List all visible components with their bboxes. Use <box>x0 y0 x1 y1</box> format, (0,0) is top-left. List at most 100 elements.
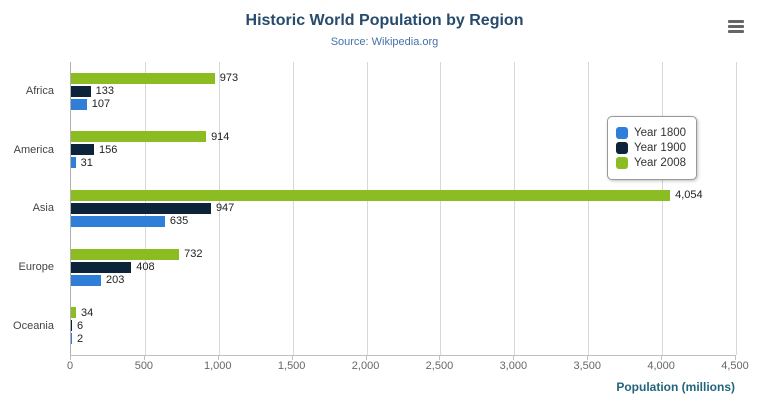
bar-asia-year-2008[interactable] <box>71 189 671 201</box>
tick-mark <box>143 355 145 360</box>
tick-mark <box>439 355 441 360</box>
legend-item-year-1800[interactable]: Year 1800 <box>616 127 686 139</box>
bar-group-oceania: 34 6 2 <box>71 296 736 355</box>
data-label: 947 <box>215 202 235 215</box>
category-label-europe: Europe <box>18 261 54 274</box>
legend-swatch <box>616 127 628 139</box>
bar-oceania-year-2008[interactable] <box>71 307 77 319</box>
bar-row: 107 <box>71 98 736 111</box>
hamburger-bar <box>728 25 744 28</box>
bar-america-year-2008[interactable] <box>71 131 207 143</box>
x-tick-label: 4,000 <box>647 360 675 372</box>
bar-row: 203 <box>71 274 736 287</box>
data-label: 914 <box>211 130 230 143</box>
data-label: 635 <box>169 215 189 228</box>
category-label-africa: Africa <box>25 85 54 98</box>
gridline <box>588 62 590 355</box>
bar-africa-year-1800[interactable] <box>71 98 87 110</box>
legend-label: Year 1800 <box>634 127 687 139</box>
chart-title: Historic World Population by Region <box>245 12 524 29</box>
bar-row: 973 <box>71 72 736 85</box>
x-tick-label: 3,500 <box>573 360 601 372</box>
x-tick-label: 0 <box>66 360 74 372</box>
legend-label: Year 2008 <box>634 157 687 169</box>
x-tick-label: 2,500 <box>425 360 454 372</box>
bar-africa-year-2008[interactable] <box>71 72 215 84</box>
data-label: 2 <box>77 332 84 345</box>
x-axis-tick-marks <box>70 355 736 360</box>
bar-africa-year-1900[interactable] <box>71 85 91 97</box>
data-label: 203 <box>105 274 125 287</box>
bar-row: 31 <box>71 156 736 169</box>
bar-row: 732 <box>71 248 736 261</box>
bar-group-america: 914 156 31 <box>71 121 736 180</box>
bar-oceania-year-1800[interactable] <box>71 333 72 345</box>
x-axis-title: Population (millions) <box>616 380 735 394</box>
bar-america-year-1900[interactable] <box>71 144 95 156</box>
data-label: 6 <box>77 319 84 332</box>
bar-row: 408 <box>71 261 736 274</box>
bar-asia-year-1800[interactable] <box>71 215 165 227</box>
category-label-america: America <box>13 143 54 156</box>
bar-group-africa: 973 133 107 <box>71 62 736 121</box>
x-axis-tick-labels: 0 500 1,000 1,500 2,000 2,500 3,000 3,500 4,000 4… <box>66 360 749 374</box>
bar-europe-year-1800[interactable] <box>71 274 101 286</box>
gridline <box>662 62 664 355</box>
tick-mark <box>217 355 219 360</box>
bar-row: 156 <box>71 143 736 156</box>
tick-mark <box>365 355 367 360</box>
bar-america-year-1800[interactable] <box>71 157 76 169</box>
bar-group-asia: 4,054 947 635 <box>71 179 736 238</box>
data-label: 34 <box>81 306 94 319</box>
hamburger-bar <box>728 20 744 23</box>
data-label: 156 <box>99 143 118 156</box>
tick-mark <box>587 355 589 360</box>
legend-item-year-2008[interactable]: Year 2008 <box>616 157 686 169</box>
bar-group-europe: 732 408 203 <box>71 238 736 297</box>
gridline <box>736 62 737 355</box>
bar-row: 635 <box>71 215 736 228</box>
legend-item-year-1900[interactable]: Year 1900 <box>616 142 686 154</box>
gridline <box>292 62 294 355</box>
data-label: 408 <box>136 261 155 274</box>
bar-row: 34 <box>71 306 736 319</box>
bar-row: 2 <box>71 332 736 345</box>
legend: Year 1800 Year 1900 Year 2008 <box>607 116 698 180</box>
tick-mark <box>291 355 293 360</box>
hamburger-bar <box>728 30 744 33</box>
gridline <box>514 62 516 355</box>
data-label: 31 <box>80 156 93 169</box>
bar-row: 947 <box>71 202 736 215</box>
tick-mark <box>661 355 663 360</box>
bar-europe-year-1900[interactable] <box>71 261 132 273</box>
category-label-oceania: Oceania <box>13 319 54 332</box>
bar-oceania-year-1900[interactable] <box>71 320 72 332</box>
data-label: 973 <box>219 72 239 85</box>
y-axis-labels: Africa America Asia Europe Oceania <box>0 62 62 355</box>
x-tick-label: 1,500 <box>277 360 306 372</box>
gridline <box>218 62 220 355</box>
bar-row: 133 <box>71 85 736 98</box>
bar-asia-year-1900[interactable] <box>71 202 211 214</box>
tick-mark <box>70 355 71 360</box>
data-label: 732 <box>184 248 203 261</box>
bar-row: 914 <box>71 130 736 143</box>
x-tick-label: 4,500 <box>721 360 749 372</box>
gridline <box>440 62 442 355</box>
x-tick-label: 2,000 <box>351 360 380 372</box>
x-tick-label: 3,000 <box>499 360 528 372</box>
x-tick-label: 500 <box>134 360 154 372</box>
hamburger-menu-icon[interactable] <box>728 18 744 35</box>
legend-swatch <box>616 157 628 169</box>
data-label: 107 <box>91 98 111 111</box>
bar-europe-year-2008[interactable] <box>71 248 180 260</box>
category-label-asia: Asia <box>32 202 54 215</box>
bar-row: 4,054 <box>71 189 736 202</box>
data-label: 4,054 <box>675 189 703 202</box>
chart-subtitle: Source: Wikipedia.org <box>330 36 439 48</box>
legend-swatch <box>616 142 628 154</box>
data-label: 133 <box>95 85 114 98</box>
plot-area: 973 133 107 914 156 31 4,054 947 635 732 408 203 34 6… <box>70 62 737 356</box>
gridline <box>366 62 368 355</box>
